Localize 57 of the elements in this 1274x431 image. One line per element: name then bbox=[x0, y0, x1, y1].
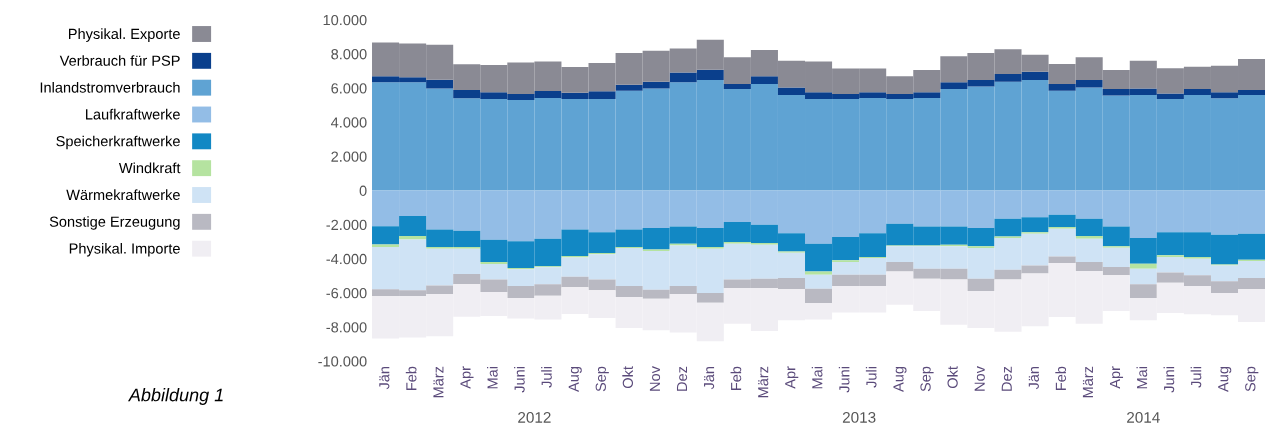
x-tick-label: Juni bbox=[838, 367, 850, 393]
x-tick-label: Mai bbox=[1136, 367, 1148, 389]
x-tick-label: Okt bbox=[622, 366, 634, 389]
x-tick-label: Mai bbox=[811, 367, 823, 389]
x-tick-label: Juni bbox=[514, 367, 525, 393]
x-tick-label: Juni bbox=[1163, 367, 1175, 393]
x-tick-label: Feb bbox=[1055, 366, 1067, 390]
x-tick-label: Jän bbox=[1028, 366, 1039, 390]
y-tick-label: 2.000 bbox=[331, 151, 367, 162]
x-tick-label: Sep bbox=[920, 366, 934, 392]
legend-label: Physikal. Importe bbox=[69, 242, 180, 257]
x-tick-label: Juli bbox=[865, 367, 877, 388]
legend-label: Windkraft bbox=[118, 162, 181, 174]
x-tick-label: Feb bbox=[730, 366, 742, 390]
x-tick-label: März bbox=[433, 366, 444, 398]
text: Abbildung 1 bbox=[127, 388, 223, 405]
legend-label: Laufkraftwerke bbox=[86, 108, 180, 120]
x-tick-label: Jän bbox=[704, 366, 715, 390]
legend-label: Inlandstromverbrauch bbox=[40, 81, 180, 93]
x-tick-label: März bbox=[1082, 366, 1094, 398]
x-tick-label: Juli bbox=[1190, 367, 1202, 388]
x-tick-label: Aug bbox=[1218, 366, 1232, 392]
x-tick-label: Nov bbox=[649, 366, 661, 391]
y-tick-label: 6.000 bbox=[331, 83, 367, 94]
text: 2013 bbox=[842, 411, 876, 423]
legend-label: Physikal. Exporte bbox=[69, 28, 180, 42]
x-tick-label: Mai bbox=[486, 367, 498, 389]
y-tick-label: -10.000 bbox=[318, 356, 367, 367]
x-tick-label: Dez bbox=[1001, 366, 1012, 391]
x-tick-label: Aug bbox=[568, 366, 582, 392]
x-tick-label: Dez bbox=[676, 366, 688, 391]
y-tick-label: -8.000 bbox=[326, 322, 367, 333]
x-tick-label: Sep bbox=[595, 366, 609, 392]
y-tick-label: -6.000 bbox=[326, 288, 367, 299]
y-tick-label: 10.000 bbox=[323, 14, 367, 26]
y-tick-label: 0 bbox=[359, 185, 367, 196]
y-tick-label: -4.000 bbox=[326, 253, 367, 265]
x-tick-label: Okt bbox=[947, 366, 958, 389]
x-tick-label: Apr bbox=[1109, 366, 1124, 389]
x-tick-label: Apr bbox=[460, 366, 474, 389]
legend-label: Wärmekraftwerke bbox=[66, 189, 180, 201]
y-tick-label: -2.000 bbox=[326, 219, 367, 231]
y-tick-label: 8.000 bbox=[331, 49, 367, 60]
text: 2012 bbox=[518, 411, 551, 423]
legend-label: Sonstige Erzeugung bbox=[49, 216, 180, 230]
x-tick-label: März bbox=[758, 366, 769, 398]
x-tick-label: Feb bbox=[405, 366, 417, 390]
x-tick-label: Apr bbox=[785, 366, 799, 389]
legend-label: Speicherkraftwerke bbox=[56, 135, 180, 150]
text: 2014 bbox=[1127, 411, 1160, 423]
x-tick-label: Jän bbox=[379, 366, 390, 390]
x-tick-label: Aug bbox=[893, 366, 907, 392]
legend-label: Verbrauch für PSP bbox=[59, 55, 180, 66]
x-tick-label: Nov bbox=[974, 366, 985, 391]
y-tick-label: 4.000 bbox=[330, 117, 367, 128]
x-tick-label: Sep bbox=[1245, 366, 1259, 392]
x-tick-label: Juli bbox=[541, 367, 552, 388]
